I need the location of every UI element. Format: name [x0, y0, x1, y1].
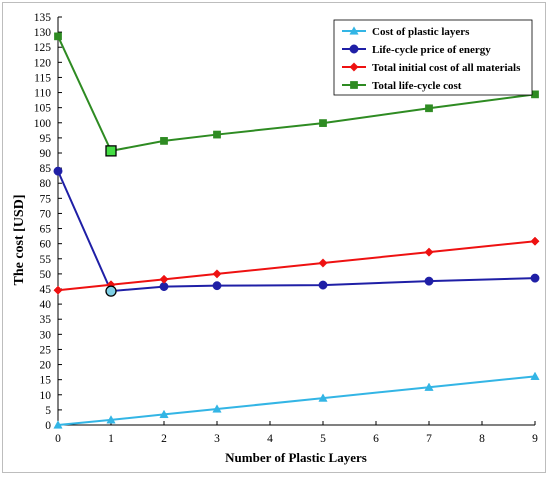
data-point — [530, 236, 540, 246]
data-point — [54, 32, 62, 41]
legend-item: Life-cycle price of energy — [342, 44, 491, 56]
x-tick-label: 9 — [532, 433, 538, 445]
legend-label: Total initial cost of all materials — [372, 62, 521, 74]
x-tick-label: 3 — [214, 433, 220, 445]
y-tick-label: 120 — [34, 57, 52, 69]
data-point — [318, 258, 328, 268]
legend: Cost of plastic layers Life-cycle price o… — [333, 19, 533, 96]
data-point — [530, 273, 540, 283]
x-tick-label: 0 — [55, 433, 61, 445]
series-line — [57, 240, 536, 292]
data-point — [424, 382, 434, 391]
legend-label: Cost of plastic layers — [372, 26, 470, 38]
data-point — [213, 130, 221, 139]
series-circle — [53, 166, 540, 296]
legend-item: Total life-cycle cost — [342, 80, 462, 92]
data-point — [424, 276, 434, 286]
y-tick-label: 115 — [34, 72, 51, 84]
series-triangle — [53, 371, 540, 429]
data-point — [212, 269, 222, 279]
legend-item: Total initial cost of all materials — [342, 62, 521, 74]
data-point — [425, 104, 433, 113]
x-axis-title: Number of Plastic Layers — [225, 450, 367, 465]
data-point — [318, 280, 328, 290]
y-tick-label: 30 — [40, 329, 52, 341]
series-line — [57, 375, 536, 426]
series-line — [57, 170, 536, 293]
y-tick-label: 110 — [34, 88, 51, 100]
y-tick-label: 130 — [34, 27, 52, 39]
y-tick-label: 45 — [40, 284, 52, 296]
data-point — [106, 415, 116, 424]
legend-marker — [349, 44, 359, 54]
data-point — [53, 166, 63, 176]
x-tick-label: 5 — [320, 433, 326, 445]
y-tick-label: 135 — [34, 12, 52, 24]
y-tick-label: 125 — [34, 42, 52, 54]
series-layer — [53, 32, 540, 429]
x-tick-label: 4 — [267, 433, 273, 445]
legend-marker — [349, 26, 359, 35]
y-tick-label: 65 — [40, 224, 52, 236]
legend-box — [333, 19, 533, 96]
y-tick-label: 35 — [40, 314, 52, 326]
data-point — [530, 371, 540, 380]
y-tick-label: 75 — [40, 193, 52, 205]
y-tick-label: 105 — [34, 103, 52, 115]
y-tick-label: 15 — [40, 375, 52, 387]
y-tick-label: 100 — [34, 118, 52, 130]
y-tick-label: 10 — [40, 390, 52, 402]
highlight-point — [105, 285, 117, 297]
data-point — [159, 274, 169, 284]
y-tick-label: 70 — [40, 208, 52, 220]
y-tick-label: 50 — [40, 269, 52, 281]
data-point — [424, 247, 434, 257]
y-tick-label: 0 — [45, 420, 51, 432]
y-tick-label: 90 — [40, 148, 52, 160]
y-tick-label: 85 — [40, 163, 52, 175]
legend-marker — [350, 81, 358, 89]
data-point — [531, 90, 539, 99]
x-tick-label: 6 — [373, 433, 379, 445]
data-point — [212, 281, 222, 291]
y-tick-label: 5 — [45, 405, 51, 417]
y-tick-label: 40 — [40, 299, 52, 311]
data-point — [53, 420, 63, 429]
x-tick-label: 8 — [479, 433, 485, 445]
legend-label: Total life-cycle cost — [372, 80, 462, 92]
x-tick-label: 7 — [426, 433, 432, 445]
data-point — [318, 393, 328, 402]
y-axis-title: The cost [USD] — [12, 195, 27, 286]
legend-item: Cost of plastic layers — [342, 26, 470, 38]
legend-label: Life-cycle price of energy — [372, 44, 491, 56]
y-tick-label: 60 — [40, 239, 52, 251]
data-point — [53, 285, 63, 295]
data-point — [160, 137, 168, 145]
highlight-point — [105, 145, 117, 157]
x-tick-label: 1 — [108, 433, 114, 445]
data-point — [212, 404, 222, 413]
axes: 0510152025303540455055606570758085909510… — [34, 12, 538, 445]
y-tick-label: 55 — [40, 254, 52, 266]
y-tick-label: 95 — [40, 133, 52, 145]
data-point — [159, 409, 169, 419]
data-point — [319, 119, 327, 127]
x-tick-label: 2 — [161, 433, 167, 445]
y-tick-label: 80 — [40, 178, 52, 190]
legend-marker — [349, 62, 359, 72]
y-tick-label: 25 — [40, 344, 52, 356]
y-tick-label: 20 — [40, 360, 52, 372]
